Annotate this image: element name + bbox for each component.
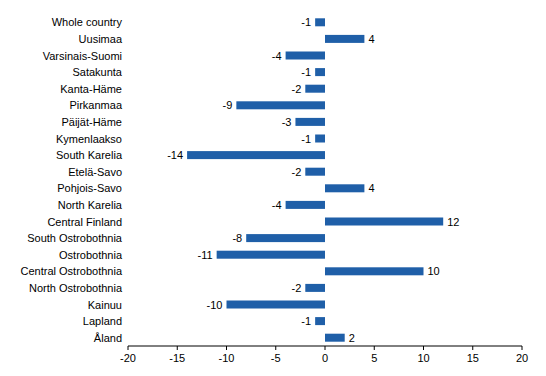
chart-container: Whole country Uusimaa Varsinais-Suomi Satak… [0,0,546,376]
bar [305,85,325,93]
data-label: 4 [368,33,374,45]
bar [325,218,443,226]
bar [246,234,325,242]
bar [325,334,345,342]
bar [305,168,325,176]
data-label: -10 [207,299,223,311]
data-label: 12 [447,216,459,228]
category-label: South Karelia [56,149,123,161]
tick-label: -10 [219,352,235,364]
data-label: -2 [292,83,302,95]
data-label: 10 [428,265,440,277]
category-label: Central Finland [47,216,122,228]
category-label: Central Ostrobothnia [21,265,123,277]
tick-mark [325,346,326,350]
category-label: Kanta-Häme [60,83,122,95]
data-label: -1 [301,16,311,28]
bar [217,251,325,259]
category-label: Etelä-Savo [68,166,122,178]
data-label: -9 [223,99,233,111]
data-label: -1 [301,66,311,78]
tick-mark [472,346,473,350]
bar [315,135,325,143]
bar [325,35,364,43]
bar [236,101,325,109]
tick-mark [374,346,375,350]
category-label: Whole country [52,16,123,28]
category-label: Satakunta [72,66,122,78]
tick-mark [275,346,276,350]
tick-mark [522,346,523,350]
bar [315,68,325,76]
bar [187,151,325,159]
tick-label: 20 [516,352,528,364]
category-label: Uusimaa [79,33,123,45]
data-label: -4 [272,199,282,211]
category-label: Päijät-Häme [61,116,122,128]
data-label: -1 [301,133,311,145]
category-label: Åland [94,332,122,344]
bar [325,184,364,192]
data-label: -8 [232,232,242,244]
tick-label: -5 [271,352,281,364]
chart-svg: Whole country Uusimaa Varsinais-Suomi Satak… [0,0,546,376]
tick-label: 0 [322,352,328,364]
data-label: -1 [301,315,311,327]
category-label: Kainuu [88,299,122,311]
tick-mark [128,346,129,350]
tick-label: 10 [417,352,429,364]
data-label: -3 [282,116,292,128]
data-label: -4 [272,50,282,62]
data-label: -2 [292,166,302,178]
category-label: Lapland [83,315,122,327]
bar [286,201,325,209]
category-label: South Ostrobothnia [27,232,123,244]
tick-label: -20 [120,352,136,364]
bar [315,18,325,26]
tick-label: 5 [371,352,377,364]
tick-label: 15 [467,352,479,364]
tick-mark [423,346,424,350]
bar [227,301,326,309]
category-label: North Karelia [58,199,123,211]
tick-label: -15 [169,352,185,364]
bar [286,52,325,60]
data-label: -11 [198,249,213,261]
bar [325,267,424,275]
tick-mark [177,346,178,350]
data-label: 4 [368,182,374,194]
data-label: -14 [167,149,183,161]
bars [187,18,443,341]
category-label: Pohjois-Savo [57,182,122,194]
category-label: Pirkanmaa [69,99,122,111]
bar [305,284,325,292]
data-label: -2 [292,282,302,294]
category-label: Ostrobothnia [59,249,123,261]
category-label: Kymenlaakso [56,133,122,145]
bar [315,317,325,325]
tick-mark [226,346,227,350]
category-label: North Ostrobothnia [29,282,123,294]
bar [295,118,325,126]
data-label: 2 [349,332,355,344]
category-label: Varsinais-Suomi [43,50,122,62]
